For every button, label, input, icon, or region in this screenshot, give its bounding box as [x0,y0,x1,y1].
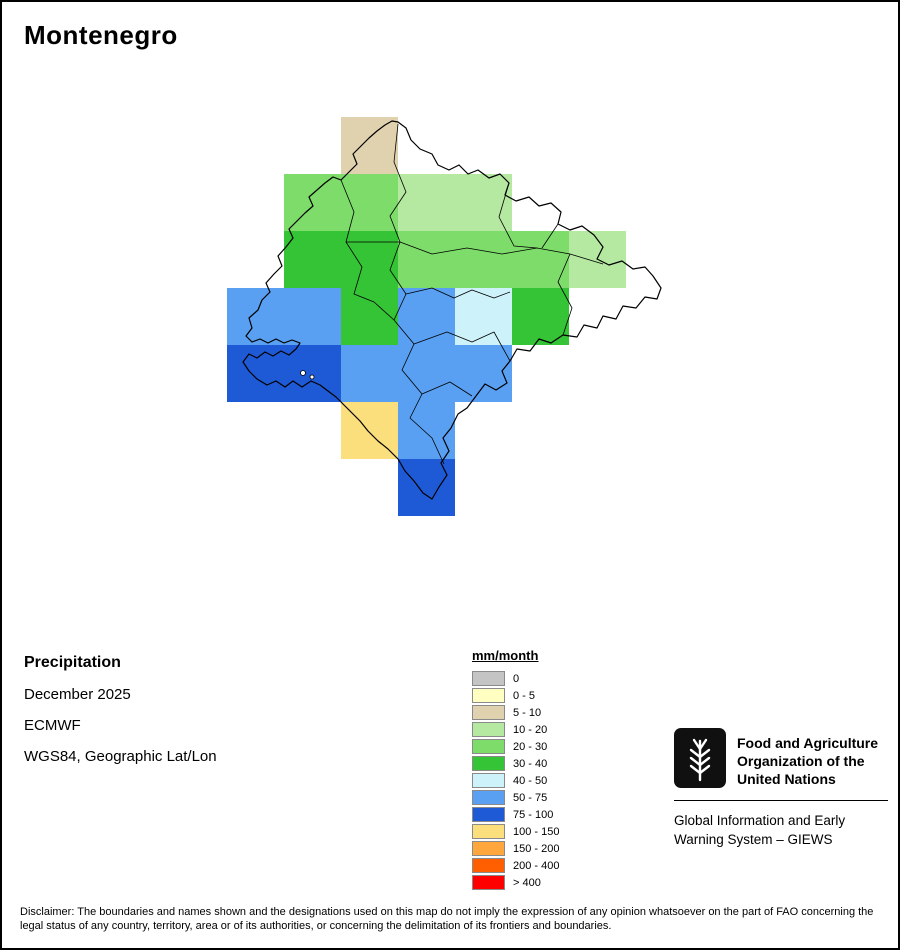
product-period: December 2025 [24,686,131,703]
precipitation-cell [398,459,455,516]
precipitation-cell [341,288,398,345]
montenegro-outer-boundary [242,120,662,500]
legend-entry: 75 - 100 [472,806,559,823]
precipitation-cell [284,174,341,231]
legend-entry: > 400 [472,874,559,891]
giews-line: Warning System – GIEWS [674,832,833,847]
disclaimer-text: Disclaimer: The boundaries and names sho… [20,906,874,932]
legend-label: 100 - 150 [513,825,560,838]
legend-label: 30 - 40 [513,757,548,770]
fao-logo-icon [674,728,726,788]
legend-entry: 0 [472,670,559,687]
legend-swatch [472,858,505,873]
legend-swatch [472,790,505,805]
fao-org-name: Food and Agriculture Organization of the… [737,728,878,788]
fao-org-line: United Nations [737,771,836,787]
legend-swatch [472,875,505,890]
legend-label: 40 - 50 [513,774,548,787]
legend-label: 5 - 10 [513,706,542,719]
legend-swatch [472,688,505,703]
legend-swatch [472,824,505,839]
precipitation-cell [512,231,569,288]
precipitation-cell [341,345,398,402]
map-cells [227,117,626,516]
legend-label: 50 - 75 [513,791,548,804]
legend-swatch [472,841,505,856]
legend-entry: 100 - 150 [472,823,559,840]
municipal-boundaries [340,123,604,465]
precipitation-cell [398,231,455,288]
legend-entry: 150 - 200 [472,840,559,857]
legend-entry: 5 - 10 [472,704,559,721]
precipitation-map [227,117,662,516]
precipitation-cell [398,345,455,402]
legend-entry: 0 - 5 [472,687,559,704]
legend-entry: 40 - 50 [472,772,559,789]
precipitation-cell [341,231,398,288]
precipitation-cell [227,345,284,402]
giews-name: Global Information and Early Warning Sys… [674,811,888,849]
precipitation-cell [284,345,341,402]
fao-org-line: Organization of the [737,753,865,769]
legend-title: mm/month [472,648,539,663]
legend-swatch [472,722,505,737]
precipitation-cell [455,174,512,231]
product-heading: Precipitation [24,654,121,671]
precipitation-cell [284,231,341,288]
precipitation-cell [512,288,569,345]
giews-line: Global Information and Early [674,813,846,828]
legend-entry: 30 - 40 [472,755,559,772]
precipitation-cell [341,174,398,231]
legend-label: 0 - 5 [513,689,536,702]
legend-swatch [472,739,505,754]
fao-divider [674,800,888,801]
legend-swatch [472,671,505,686]
legend-label: 150 - 200 [513,842,560,855]
legend: mm/month 0 0 - 5 5 - 10 10 - 20 20 - 30 30 - … [472,648,559,891]
legend-swatch [472,773,505,788]
precipitation-cell [341,117,398,174]
precipitation-cell [398,174,455,231]
legend-entry: 200 - 400 [472,857,559,874]
product-projection: WGS84, Geographic Lat/Lon [24,748,217,765]
legend-label: 75 - 100 [513,808,554,821]
legend-label: 10 - 20 [513,723,548,736]
bay-islets-icon [300,370,315,380]
precipitation-cell [227,288,284,345]
legend-label: > 400 [513,876,541,889]
legend-entry: 10 - 20 [472,721,559,738]
legend-swatch [472,756,505,771]
precipitation-cell [398,288,455,345]
legend-swatch [472,705,505,720]
product-source: ECMWF [24,717,81,734]
legend-entry: 20 - 30 [472,738,559,755]
fao-org-line: Food and Agriculture [737,735,879,751]
fao-block: Food and Agriculture Organization of the… [674,728,888,849]
legend-label: 0 [513,672,520,685]
precipitation-cell [455,288,512,345]
precipitation-cell [284,288,341,345]
legend-label: 200 - 400 [513,859,560,872]
legend-label: 20 - 30 [513,740,548,753]
page-title: Montenegro [24,20,178,50]
legend-entry: 50 - 75 [472,789,559,806]
legend-entries: 0 0 - 5 5 - 10 10 - 20 20 - 30 30 - 40 40 - 50… [472,670,559,891]
map-info-block: Precipitation December 2025 ECMWF WGS84,… [24,654,217,779]
precipitation-cell [398,402,455,459]
legend-swatch [472,807,505,822]
precipitation-cell [455,231,512,288]
